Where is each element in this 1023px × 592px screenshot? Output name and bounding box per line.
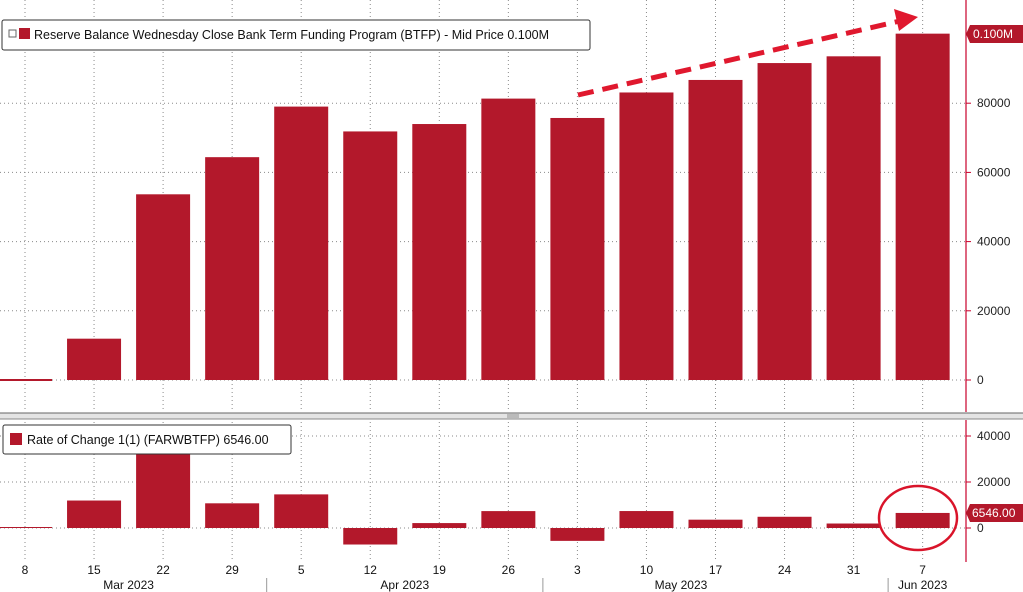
legend-label-roc: Rate of Change 1(1) (FARWBTFP) 6546.00 (27, 433, 269, 447)
roc-bar[interactable] (619, 511, 674, 528)
x-month-label: Jun 2023 (898, 578, 948, 592)
y-tick-label: 20000 (977, 475, 1011, 489)
x-tick-label: 10 (640, 563, 654, 577)
x-tick-label: 17 (709, 563, 723, 577)
roc-bar[interactable] (0, 527, 52, 528)
btfp-bar[interactable] (688, 79, 743, 381)
y-tick-label: 40000 (977, 235, 1011, 249)
top-legend[interactable]: Reserve Balance Wednesday Close Bank Ter… (1, 19, 591, 51)
btfp-bar[interactable] (412, 124, 467, 380)
x-tick-label: 7 (919, 563, 926, 577)
x-tick-label: 24 (778, 563, 792, 577)
roc-bar[interactable] (274, 494, 329, 528)
btfp-bar[interactable] (67, 338, 122, 380)
x-tick-label: 12 (364, 563, 378, 577)
x-axis: 8 15 22 29 5 12 19 26 3 10 17 24 31 7 Mar 2023 Apr 2023… (0, 412, 1023, 592)
x-tick-label: 19 (433, 563, 447, 577)
btfp-bar[interactable] (136, 194, 191, 380)
y-tick-label: 40000 (977, 429, 1011, 443)
last-value-tag-bottom (966, 503, 1023, 522)
x-tick-label: 26 (502, 563, 516, 577)
x-month-label: Apr 2023 (380, 578, 429, 592)
y-tick-label: 80000 (977, 96, 1011, 110)
trend-arrow-shaft (577, 18, 901, 98)
last-value-label-top: 0.100M (973, 27, 1013, 41)
btfp-bar[interactable] (274, 106, 329, 381)
x-tick-label: 31 (847, 563, 861, 577)
y-tick-label: 0 (977, 373, 984, 387)
roc-bar[interactable] (67, 500, 122, 528)
btfp-bar[interactable] (205, 157, 260, 380)
roc-bar[interactable] (481, 511, 536, 528)
roc-bar[interactable] (412, 523, 467, 528)
legend-label-btfp: Reserve Balance Wednesday Close Bank Ter… (34, 28, 549, 42)
x-tick-label: 22 (156, 563, 170, 577)
roc-bar[interactable] (343, 528, 398, 545)
btfp-bar[interactable] (343, 131, 398, 380)
btfp-bar[interactable] (895, 33, 950, 381)
btfp-bar[interactable] (550, 117, 605, 381)
btfp-bar[interactable] (619, 92, 674, 380)
roc-bar[interactable] (895, 512, 950, 528)
btfp-bar[interactable] (481, 98, 536, 380)
x-month-label: Mar 2023 (103, 578, 154, 592)
resize-handle[interactable] (507, 414, 519, 418)
roc-bar[interactable] (550, 528, 605, 541)
btfp-bar[interactable] (757, 63, 812, 381)
x-tick-label: 15 (87, 563, 101, 577)
highlight-circle (877, 484, 959, 552)
roc-bar[interactable] (205, 503, 260, 528)
last-value-tag-top (966, 25, 1023, 43)
x-tick-label: 8 (22, 563, 29, 577)
roc-bar[interactable] (757, 516, 812, 528)
legend-swatch-btfp (19, 28, 30, 39)
last-value-label-bottom: 6546.00 (972, 506, 1016, 520)
x-tick-label: 29 (225, 563, 239, 577)
legend-swatch-roc (10, 433, 22, 445)
x-tick-label: 3 (574, 563, 581, 577)
trend-arrow-head (894, 9, 918, 31)
y-tick-label: 0 (977, 521, 984, 535)
bottom-legend[interactable]: Rate of Change 1(1) (FARWBTFP) 6546.00 (2, 424, 292, 455)
x-tick-label: 5 (298, 563, 305, 577)
expand-box-icon[interactable] (8, 29, 17, 38)
roc-bar[interactable] (826, 523, 881, 528)
x-month-label: May 2023 (655, 578, 708, 592)
y-tick-label: 20000 (977, 304, 1011, 318)
btfp-bar[interactable] (826, 56, 881, 380)
top-panel-btfp-balance: 0 20000 40000 60000 80000 0.100M (0, 0, 1023, 412)
roc-bar[interactable] (688, 519, 743, 528)
y-tick-label: 60000 (977, 165, 1011, 179)
